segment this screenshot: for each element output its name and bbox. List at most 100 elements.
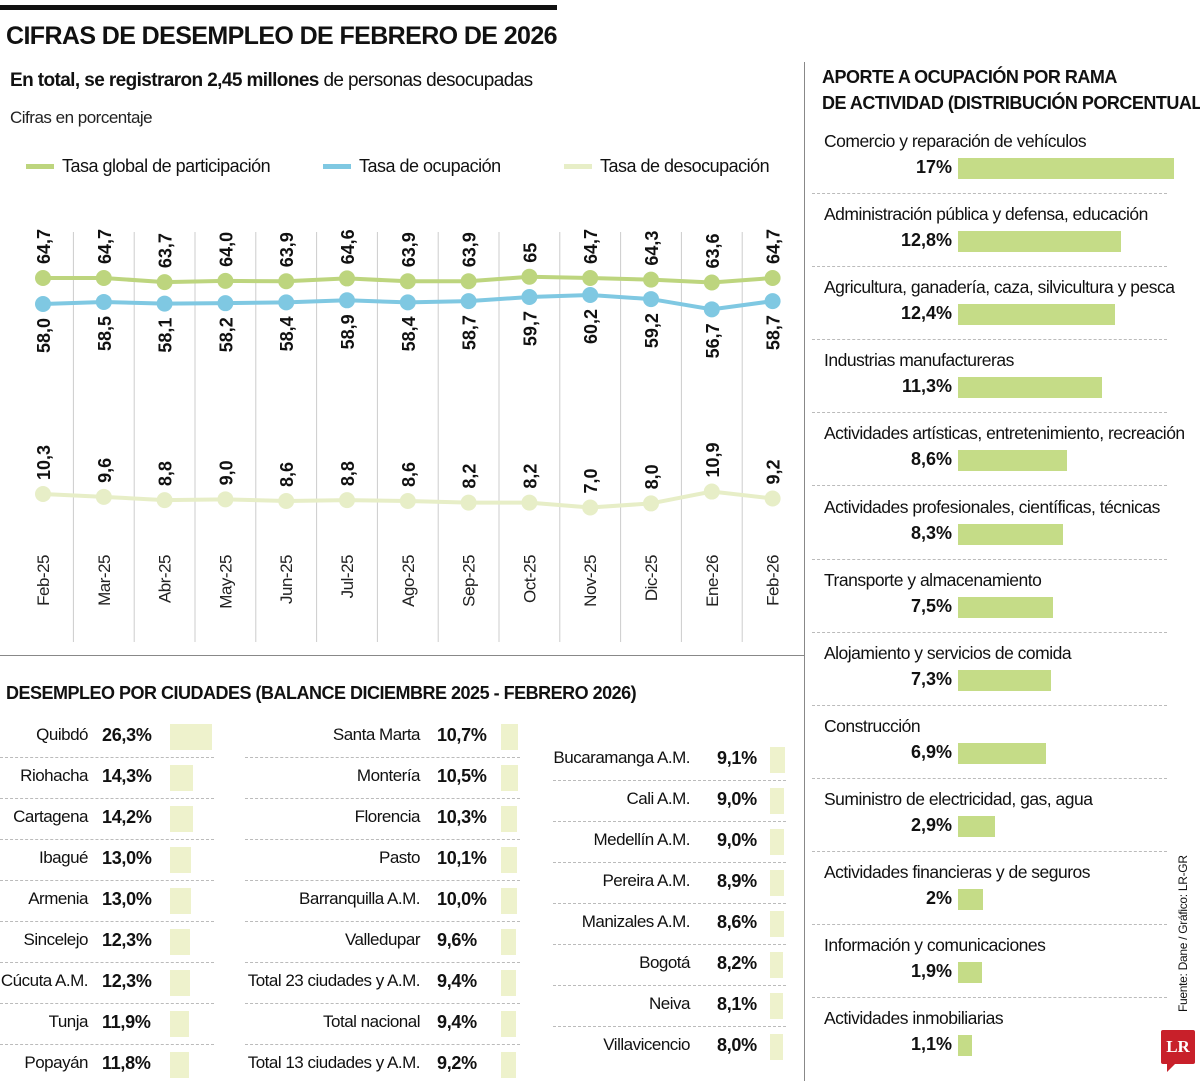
subtitle-rest: de personas desocupadas: [318, 70, 533, 91]
row-separator: [553, 903, 786, 904]
data-label: 64,7: [95, 229, 115, 264]
city-name: Bogotá: [639, 953, 690, 972]
row-separator: [245, 757, 520, 758]
sector-bar: [958, 889, 984, 910]
sector-bar: [958, 669, 1051, 691]
city-bar: [770, 993, 783, 1019]
legend-swatch: [564, 164, 592, 169]
sectors-title-line2: DE ACTIVIDAD (DISTRIBUCIÓN PORCENTUAL): [822, 93, 1200, 113]
city-value: 8,9%: [717, 871, 757, 891]
city-name: Bucaramanga A.M.: [553, 748, 690, 767]
row-separator: [812, 193, 1167, 194]
row-separator: [553, 821, 786, 822]
sector-value: 8,3%: [910, 522, 952, 543]
city-bar: [170, 929, 190, 955]
city-value: 26,3%: [102, 725, 152, 745]
city-name: Tunja: [48, 1012, 89, 1031]
city-bar: [170, 806, 193, 832]
sector-bar: [958, 1035, 972, 1057]
sector-value: 7,3%: [910, 668, 952, 689]
city-name: Ibagué: [39, 848, 89, 867]
data-point: [339, 492, 355, 509]
legend-item-participacion: Tasa global de participación: [26, 156, 271, 177]
row-separator: [812, 485, 1167, 487]
row-separator: [553, 944, 786, 945]
city-value: 14,2%: [102, 807, 152, 827]
data-label: 8,8: [338, 461, 358, 486]
data-label: 58,7: [764, 315, 784, 350]
data-label: 63,6: [703, 233, 723, 268]
city-bar: [770, 911, 784, 937]
x-tick-label: Abr-25: [156, 555, 175, 603]
sector-label: Actividades financieras y de seguros: [824, 862, 1091, 882]
city-bar: [770, 870, 785, 896]
legend-swatch: [26, 164, 54, 169]
sector-value: 11,3%: [901, 376, 952, 397]
city-value: 10,1%: [437, 848, 487, 868]
data-label: 58,4: [399, 316, 419, 351]
sector-label: Actividades inmobiliarias: [824, 1008, 1004, 1029]
data-point: [217, 272, 234, 289]
city-bar: [170, 847, 191, 873]
page-title: CIFRAS DE DESEMPLEO DE FEBRERO DE 2026: [6, 22, 558, 50]
data-point: [35, 296, 51, 312]
city-bar: [170, 1011, 190, 1037]
data-label: 8,6: [399, 462, 419, 487]
sector-label: Información y comunicaciones: [824, 935, 1046, 956]
x-tick-label: Ene-26: [703, 555, 722, 607]
city-name: Neiva: [649, 994, 690, 1013]
data-point: [95, 488, 112, 505]
sector-bar: [958, 523, 1064, 545]
subtitle-bold: En total, se registraron 2,45 millones: [10, 70, 319, 91]
horizontal-divider: [0, 655, 804, 656]
data-point: [95, 270, 112, 286]
row-separator: [812, 266, 1167, 268]
row-separator: [0, 757, 214, 758]
data-label: 8,0: [642, 464, 662, 489]
legend-label: Tasa de ocupación: [359, 156, 501, 176]
row-separator: [812, 924, 1167, 925]
row-separator: [0, 921, 214, 922]
city-value: 13,0%: [102, 889, 152, 909]
data-label: 58,5: [95, 316, 115, 351]
data-point: [278, 492, 295, 509]
sector-bar: [958, 158, 1174, 179]
city-value: 9,0%: [717, 789, 757, 809]
data-label: 58,1: [156, 318, 176, 353]
sector-value: 12,8%: [900, 230, 952, 251]
sector-value: 2%: [925, 888, 952, 908]
data-label: 59,2: [642, 313, 662, 348]
legend-item-desocupacion: Tasa de desocupación: [564, 156, 770, 177]
row-separator: [0, 880, 214, 881]
data-label: 63,7: [156, 233, 176, 268]
sector-bar: [958, 450, 1068, 472]
row-separator: [812, 412, 1167, 414]
top-rule: [0, 5, 557, 10]
city-bar: [501, 1011, 517, 1037]
row-separator: [245, 880, 520, 881]
city-value: 9,2%: [437, 1053, 477, 1073]
city-bar: [770, 1034, 783, 1060]
vertical-divider: [804, 62, 805, 1081]
sector-bar: [958, 962, 983, 984]
line-chart: Feb-25 Mar-25 Abr-25 May-25 Jun-25 Jul-25 Ago-…: [34, 229, 784, 642]
city-value: 10,3%: [437, 807, 487, 827]
city-bar: [170, 970, 190, 996]
sector-label: Industrias manufactureras: [824, 350, 1014, 371]
sector-value: 8,6%: [910, 449, 952, 470]
data-point: [460, 293, 477, 310]
city-bar: [501, 765, 518, 791]
data-point: [217, 491, 234, 508]
data-label: 63,9: [460, 232, 480, 267]
data-point: [643, 271, 659, 288]
data-label: 58,9: [338, 314, 358, 349]
city-value: 14,3%: [102, 766, 152, 786]
sector-bar: [958, 596, 1054, 618]
city-name: Pasto: [379, 848, 420, 867]
data-label: 65: [520, 243, 540, 263]
sector-value: 12,4%: [900, 303, 952, 324]
city-name: Total nacional: [323, 1012, 420, 1031]
city-value: 12,3%: [102, 971, 152, 991]
city-bar: [170, 724, 213, 750]
legend-label: Tasa de desocupación: [600, 156, 770, 176]
